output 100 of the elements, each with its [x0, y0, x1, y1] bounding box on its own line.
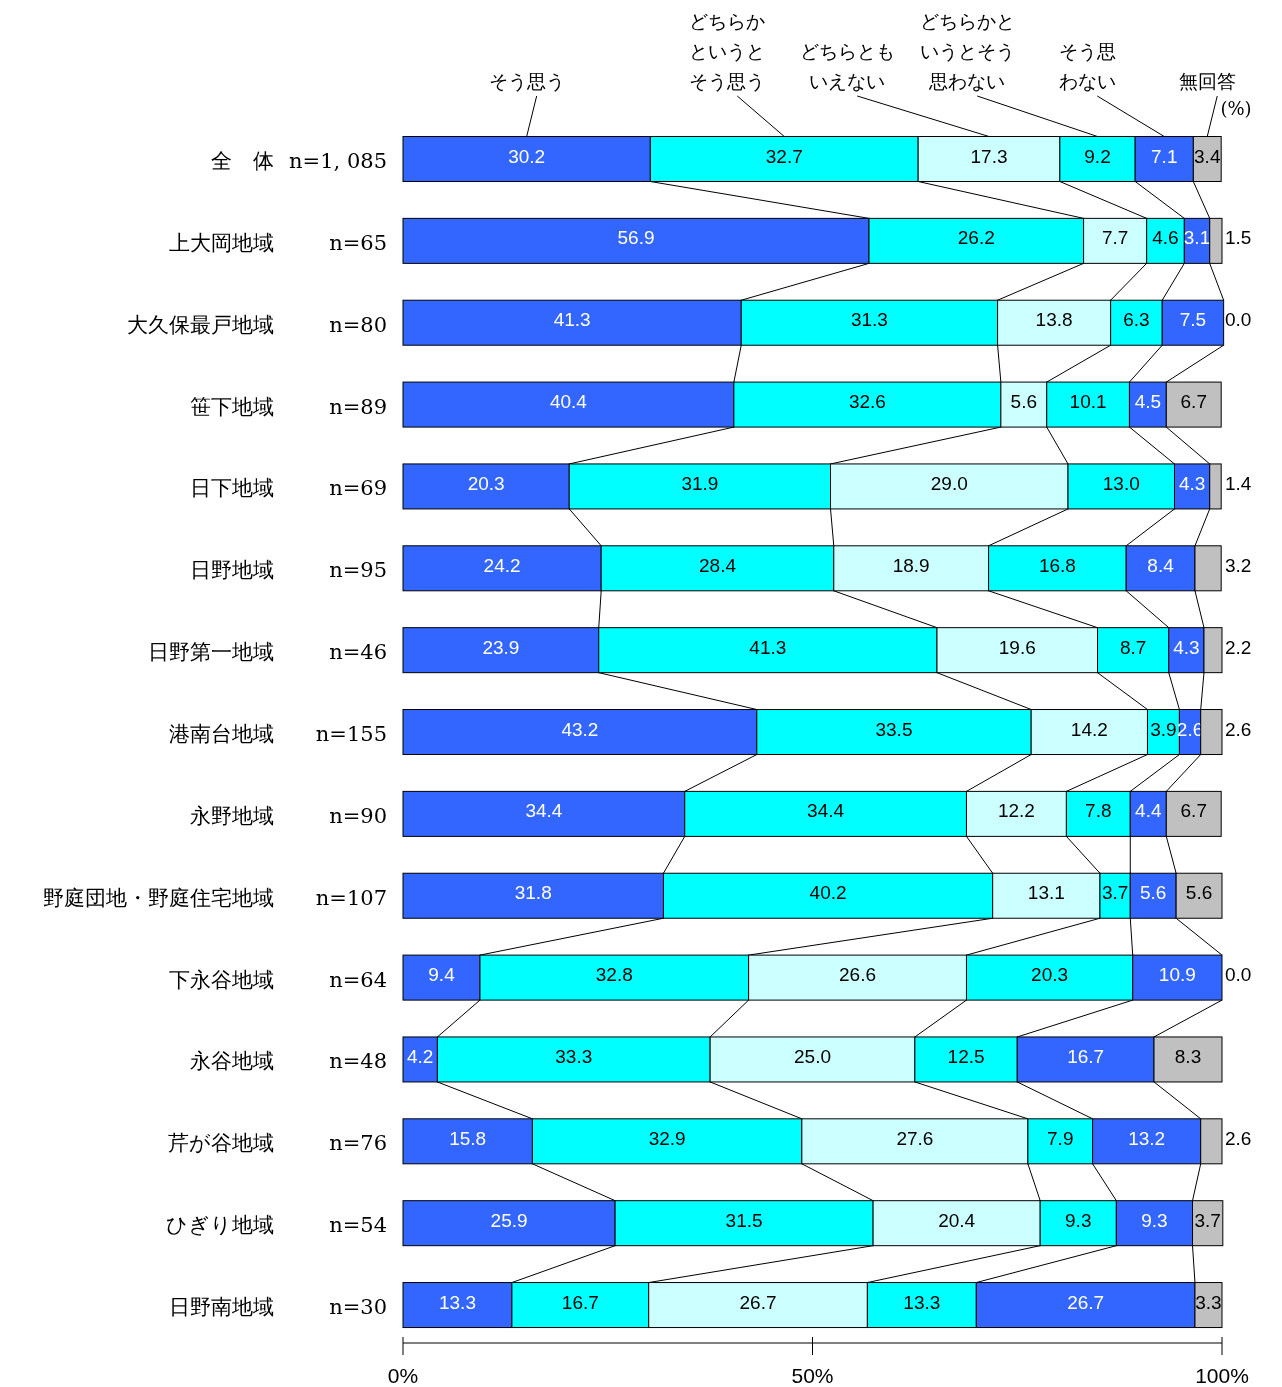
- data-label: 33.5: [875, 718, 913, 740]
- data-label: 34.4: [807, 800, 845, 822]
- data-label: 27.6: [896, 1127, 934, 1149]
- data-label: 14.2: [1070, 718, 1108, 740]
- y-tick-label: 日野南地域: [169, 1295, 274, 1320]
- data-label: 31.8: [514, 882, 552, 904]
- data-label: 13.3: [438, 1291, 476, 1313]
- data-label: 2.2: [1225, 636, 1252, 658]
- y-tick-label: 永野地域: [190, 803, 274, 828]
- data-label: 7.5: [1179, 309, 1207, 331]
- text: n=90: [329, 803, 387, 828]
- y-tick-label: 日野地域: [190, 558, 274, 583]
- data-label: 13.8: [1035, 309, 1073, 331]
- data-label: 9.3: [1141, 1209, 1168, 1231]
- data-label: 16.7: [1067, 1045, 1105, 1067]
- text: n=30: [329, 1295, 387, 1320]
- data-label: 0.0: [1225, 964, 1252, 986]
- data-label: 8.7: [1119, 636, 1147, 658]
- text: (%): [1220, 97, 1252, 119]
- y-tick-label: 野庭団地・野庭住宅地域: [43, 885, 274, 910]
- text: n=155: [315, 722, 387, 747]
- y-tick-label: 大久保最戸地域: [127, 312, 274, 337]
- data-label: 9.2: [1084, 145, 1111, 167]
- data-label: 3.7: [1194, 1209, 1221, 1231]
- text: n=54: [329, 1213, 387, 1238]
- text: 無回答: [1178, 70, 1236, 92]
- data-label: 5.6: [1139, 882, 1167, 904]
- data-label: 43.2: [561, 718, 599, 740]
- data-label: 3.4: [1194, 145, 1221, 167]
- data-label: 56.9: [617, 227, 655, 249]
- text: n=95: [329, 558, 387, 583]
- data-label: 13.3: [903, 1291, 941, 1313]
- data-label: 32.8: [595, 964, 633, 986]
- data-label: 4.2: [406, 1045, 434, 1067]
- data-label: 31.9: [681, 472, 719, 494]
- text: n=48: [329, 1049, 387, 1074]
- text: n=65: [329, 230, 387, 255]
- data-label: 10.1: [1069, 391, 1107, 413]
- data-label: 19.6: [998, 636, 1036, 658]
- data-label: 2.6: [1225, 718, 1252, 740]
- text: そう思わない: [1058, 40, 1116, 92]
- y-tick-label: 日下地域: [190, 476, 274, 501]
- data-label: 13.1: [1027, 882, 1065, 904]
- data-label: 1.4: [1225, 472, 1252, 494]
- text: そう思う: [488, 70, 565, 92]
- y-tick-label: 芹が谷地域: [168, 1131, 274, 1156]
- data-label: 40.4: [549, 391, 588, 413]
- text: n=1, 085: [289, 149, 387, 173]
- data-label: 20.3: [1031, 964, 1069, 986]
- data-label: 31.5: [725, 1209, 763, 1231]
- y-tick-label: 日野第一地域: [148, 640, 274, 665]
- data-label: 4.5: [1134, 391, 1162, 413]
- data-label: 25.9: [490, 1209, 528, 1231]
- text: n=80: [329, 312, 387, 337]
- data-label: 5.6: [1010, 391, 1038, 413]
- y-tick-label: 下永谷地域: [169, 967, 274, 992]
- data-label: 13.0: [1102, 472, 1140, 494]
- text: n=69: [329, 476, 387, 501]
- data-label: 3.2: [1225, 554, 1252, 576]
- y-tick-label: 永谷地域: [190, 1049, 274, 1074]
- data-label: 26.7: [739, 1291, 777, 1313]
- data-label: 1.5: [1225, 227, 1252, 249]
- data-label: 8.4: [1147, 554, 1175, 576]
- data-label: 26.2: [957, 227, 995, 249]
- x-tick-label: 50%: [791, 1363, 834, 1387]
- data-label: 31.3: [850, 309, 888, 331]
- data-label: 32.6: [848, 391, 886, 413]
- text: n=89: [329, 394, 387, 419]
- data-label: 6.7: [1180, 800, 1207, 822]
- data-label: 0.0: [1225, 309, 1252, 331]
- data-label: 15.8: [449, 1127, 487, 1149]
- data-label: 3.9: [1150, 718, 1177, 740]
- data-label: 9.3: [1065, 1209, 1092, 1231]
- data-label: 41.3: [749, 636, 787, 658]
- data-label: 4.3: [1178, 472, 1206, 494]
- data-label: 7.1: [1151, 145, 1178, 167]
- y-tick-label: 港南台地域: [169, 722, 274, 747]
- data-label: 13.2: [1128, 1127, 1166, 1149]
- data-label: 12.2: [997, 800, 1035, 822]
- data-label: 32.7: [765, 145, 803, 167]
- data-label: 26.6: [839, 964, 877, 986]
- data-label: 20.4: [938, 1209, 976, 1231]
- data-label: 7.8: [1085, 800, 1112, 822]
- text: どちらかというとそう思う: [689, 10, 766, 92]
- text: n=76: [329, 1131, 387, 1156]
- text: どちらかというとそう思わない: [919, 10, 1015, 92]
- data-label: 8.3: [1174, 1045, 1202, 1067]
- text: n=46: [329, 640, 387, 665]
- data-label: 32.9: [648, 1127, 686, 1149]
- data-label: 16.7: [561, 1291, 599, 1313]
- data-label: 25.0: [794, 1045, 831, 1067]
- data-label: 3.7: [1101, 882, 1129, 904]
- data-label: 10.9: [1158, 964, 1196, 986]
- data-label: 24.2: [483, 554, 521, 576]
- data-label: 3.3: [1195, 1291, 1222, 1313]
- data-label: 40.2: [809, 882, 847, 904]
- y-tick-label: 全 体: [211, 149, 274, 173]
- data-label: 17.3: [970, 145, 1008, 167]
- data-label: 4.4: [1135, 800, 1162, 822]
- text: n=64: [329, 967, 387, 992]
